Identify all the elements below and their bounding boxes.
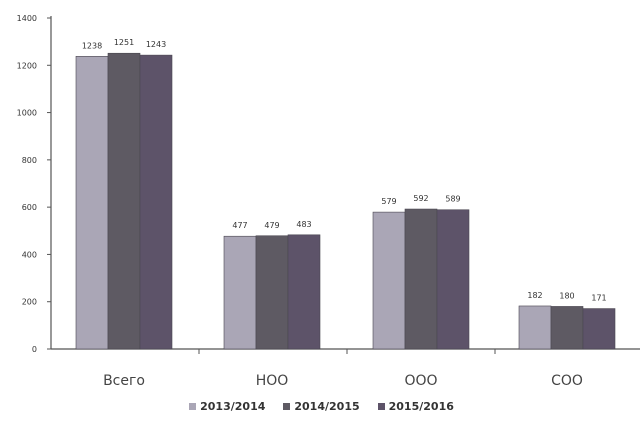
bar xyxy=(75,56,109,350)
data-label: 182 xyxy=(527,291,542,300)
x-category-label: СОО xyxy=(551,373,583,389)
chart-legend: 2013/2014 2014/2015 2015/2016 xyxy=(0,400,643,413)
y-tick-label: 1200 xyxy=(17,61,37,70)
bar xyxy=(287,234,321,350)
data-label: 180 xyxy=(559,291,574,300)
bar xyxy=(255,235,289,350)
data-label: 1243 xyxy=(146,40,166,49)
bar xyxy=(107,52,141,350)
bar xyxy=(436,209,470,350)
data-label: 479 xyxy=(264,221,279,230)
bar xyxy=(518,305,552,350)
data-label: 171 xyxy=(591,294,606,303)
y-tick-label: 1000 xyxy=(17,109,37,118)
x-category-label: Всего xyxy=(103,373,145,389)
x-category-label: ООО xyxy=(404,373,437,389)
data-label: 483 xyxy=(296,220,311,229)
y-tick-label: 400 xyxy=(22,250,37,259)
y-tick-label: 0 xyxy=(32,345,37,354)
data-label: 1238 xyxy=(82,41,102,50)
legend-item: 2014/2015 xyxy=(283,400,360,413)
legend-label: 2013/2014 xyxy=(200,400,266,413)
legend-swatch xyxy=(377,403,385,410)
bar xyxy=(139,54,173,350)
legend-swatch xyxy=(283,403,291,410)
data-label: 1251 xyxy=(114,38,134,47)
x-category-label: НОО xyxy=(256,373,289,389)
bar xyxy=(550,306,584,350)
data-label: 477 xyxy=(232,221,247,230)
y-tick-label: 200 xyxy=(22,298,37,307)
y-tick-label: 600 xyxy=(22,203,37,212)
legend-label: 2014/2015 xyxy=(294,400,360,413)
bar xyxy=(223,235,257,350)
y-tick-label: 1400 xyxy=(17,14,37,23)
legend-swatch xyxy=(189,403,197,410)
bar xyxy=(372,211,406,350)
data-label: 579 xyxy=(381,197,396,206)
data-label: 589 xyxy=(445,195,460,204)
data-label: 592 xyxy=(413,194,428,203)
bar xyxy=(582,308,616,350)
y-tick-label: 800 xyxy=(22,156,37,165)
legend-item: 2015/2016 xyxy=(377,400,454,413)
bar xyxy=(404,208,438,350)
legend-label: 2015/2016 xyxy=(388,400,454,413)
legend-item: 2013/2014 xyxy=(189,400,265,413)
